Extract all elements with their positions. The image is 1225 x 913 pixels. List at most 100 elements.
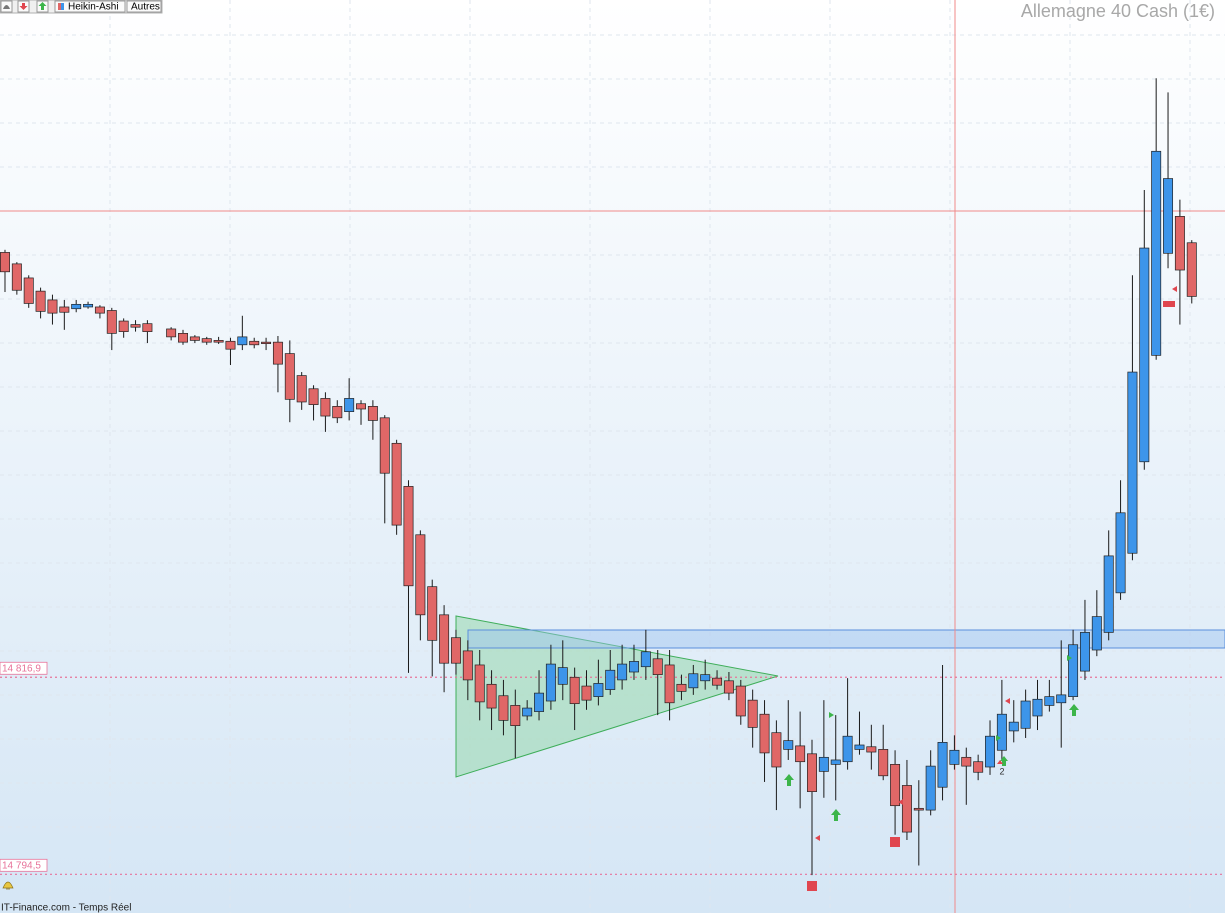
candle-body xyxy=(130,324,141,328)
candle-body xyxy=(878,749,889,777)
candle-body xyxy=(842,735,853,763)
candle-body xyxy=(379,417,390,474)
candle-body xyxy=(735,685,746,717)
candle-body xyxy=(166,328,177,338)
candle-body xyxy=(284,353,295,400)
candle-body xyxy=(249,340,260,346)
candle-body xyxy=(498,695,509,721)
toolbar: Heikin-Ashi Autres xyxy=(0,0,163,14)
candle-body xyxy=(474,664,485,703)
price-lines: 14 816,9 14 794,5 xyxy=(0,661,1225,875)
sell-signals xyxy=(807,286,1177,891)
signal-marker xyxy=(996,735,1001,741)
candle-body xyxy=(581,685,592,701)
more-button[interactable] xyxy=(126,0,162,13)
style-label[interactable]: Heikin-Ashi xyxy=(68,2,119,13)
candle-body xyxy=(545,663,556,702)
candle-body xyxy=(142,323,153,332)
candle-body xyxy=(996,713,1007,751)
candle-body xyxy=(320,398,331,417)
sell-icon xyxy=(19,3,28,10)
candle-body xyxy=(1020,700,1031,729)
candle-body xyxy=(890,764,901,807)
zone-rectangle xyxy=(467,629,1225,649)
candle-body xyxy=(1115,512,1126,594)
candle-body xyxy=(937,742,948,788)
candle-body xyxy=(118,320,129,332)
buy-arrow xyxy=(784,774,794,786)
price-label: 14 816,9 xyxy=(2,663,41,674)
candle-body xyxy=(1151,150,1162,356)
bell-icon xyxy=(3,5,10,9)
price-label: 14 794,5 xyxy=(2,860,41,871)
candle-body xyxy=(1008,721,1019,732)
candle-body xyxy=(332,406,343,419)
candle-body xyxy=(629,661,639,673)
candle-body xyxy=(439,614,450,664)
price-label-box xyxy=(0,858,48,872)
candle-body xyxy=(213,340,224,343)
candle-body xyxy=(712,677,723,686)
candle-body xyxy=(71,303,82,310)
signal-marker xyxy=(997,760,1003,764)
candle-body xyxy=(1044,696,1055,706)
candle-body xyxy=(1174,216,1185,271)
candle-body xyxy=(106,310,117,334)
signal-marker xyxy=(898,799,903,805)
candle-body xyxy=(59,306,70,313)
candle-body xyxy=(1056,694,1067,704)
candle-body xyxy=(925,765,936,811)
bell-icon xyxy=(2,881,14,890)
candle-body xyxy=(225,340,236,350)
candle-body xyxy=(1032,698,1043,717)
candle-body xyxy=(296,375,307,403)
candle-body xyxy=(94,306,105,314)
candle-body xyxy=(11,263,22,291)
footer: IT-Finance.com - Temps Réel xyxy=(1,903,131,913)
candle-body xyxy=(723,680,734,694)
candle-body xyxy=(356,403,366,410)
candle-body xyxy=(961,756,972,767)
candle-body xyxy=(522,707,533,717)
candle-body xyxy=(771,732,782,768)
candle-body xyxy=(664,664,675,704)
candle-body xyxy=(23,277,34,304)
sell-square xyxy=(1163,301,1175,307)
style-icon xyxy=(58,3,61,10)
sell-square xyxy=(807,881,817,891)
candle-body xyxy=(427,586,438,641)
candle-body xyxy=(901,785,912,833)
candle-body xyxy=(272,341,283,365)
candle-body xyxy=(557,667,568,685)
style-icon xyxy=(61,3,64,10)
sell-square xyxy=(890,837,900,847)
candle-body xyxy=(237,336,248,346)
buy-icon xyxy=(38,2,47,10)
candle-body xyxy=(569,676,580,705)
signal-marker xyxy=(829,712,834,718)
candle-body xyxy=(1127,371,1138,554)
candle-body xyxy=(47,299,58,314)
signals xyxy=(784,655,1079,821)
candle-body xyxy=(189,336,200,341)
candle-body xyxy=(652,658,663,675)
buy-arrow xyxy=(1069,704,1079,716)
candle-body xyxy=(367,406,378,421)
candle-body xyxy=(913,807,924,811)
candle-body xyxy=(949,749,960,765)
candle-body xyxy=(854,744,865,750)
more-label[interactable]: Autres xyxy=(131,2,160,13)
candle-body xyxy=(807,753,817,792)
style-button[interactable] xyxy=(54,0,126,13)
candle-body xyxy=(818,756,829,772)
price-label-box xyxy=(0,661,48,675)
candle-body xyxy=(201,338,212,343)
candle-body xyxy=(830,759,841,765)
candle-body xyxy=(1103,555,1114,633)
candle-body xyxy=(783,740,794,750)
candle-body xyxy=(688,673,699,689)
candle-body xyxy=(700,674,711,682)
